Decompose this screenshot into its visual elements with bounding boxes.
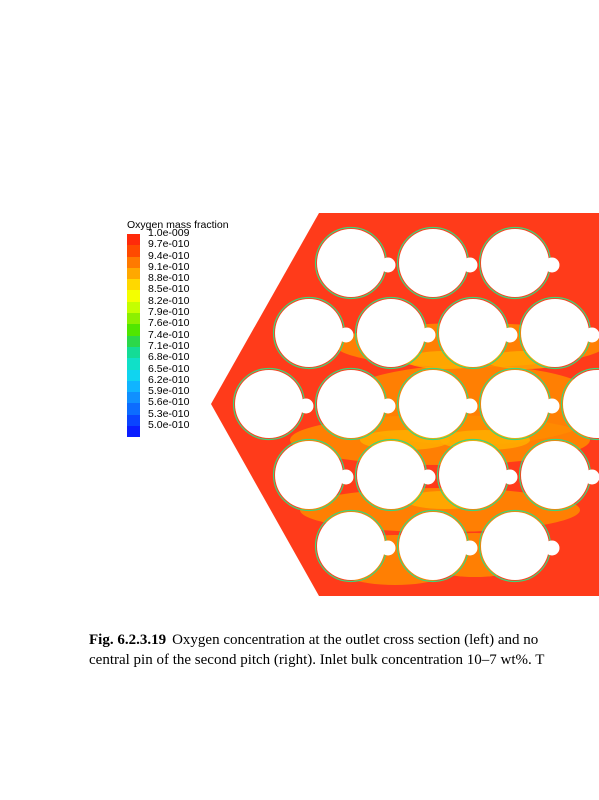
legend-swatch (127, 267, 140, 280)
legend-swatch (127, 346, 140, 359)
fuel-pin (275, 299, 343, 367)
wire-spacer (380, 257, 396, 273)
legend-label: 5.9e-010 (148, 385, 190, 398)
fuel-pin (399, 229, 467, 297)
legend-swatch (127, 369, 140, 381)
legend-labels: 1.0e-009 9.7e-010 9.4e-010 9.1e-010 8.8e-010… (148, 227, 190, 432)
fuel-pin (357, 441, 425, 509)
legend-swatch (127, 313, 140, 325)
legend-label: 7.6e-010 (148, 317, 190, 330)
wire-spacer (544, 540, 560, 556)
fuel-pin (317, 512, 385, 580)
legend-label: 5.0e-010 (148, 419, 190, 432)
fuel-pin (399, 370, 467, 438)
legend-swatch (127, 380, 140, 393)
legend-swatch (127, 426, 140, 438)
fuel-pin (439, 299, 507, 367)
fuel-pin (317, 370, 385, 438)
wire-spacer (380, 398, 396, 414)
wire-spacer (338, 327, 354, 343)
legend-label: 7.9e-010 (148, 306, 190, 319)
fuel-pin (481, 229, 549, 297)
fuel-pin (357, 299, 425, 367)
wire-spacer (298, 398, 314, 414)
figure-caption: Fig. 6.2.3.19 Oxygen concentration at the… (89, 630, 599, 670)
wire-spacer (338, 469, 354, 485)
legend-swatch (127, 335, 140, 347)
fuel-pin (317, 229, 385, 297)
fuel-pin (399, 512, 467, 580)
wire-spacer (502, 327, 518, 343)
legend-label: 6.2e-010 (148, 373, 190, 386)
wire-spacer (584, 327, 599, 343)
legend-label: 1.0e-009 (148, 227, 190, 239)
legend-swatch (127, 234, 140, 246)
fuel-pins (232, 226, 599, 583)
fuel-pin (439, 441, 507, 509)
caption-line-2: central pin of the second pitch (right).… (89, 652, 545, 668)
legend-swatch (127, 358, 140, 370)
legend-label: 7.1e-010 (148, 339, 190, 352)
wire-spacer (544, 398, 560, 414)
wire-spacer (380, 540, 396, 556)
fuel-pin (275, 441, 343, 509)
legend-label: 5.3e-010 (148, 407, 190, 420)
wire-spacer (502, 469, 518, 485)
color-legend: Oxygen mass fraction 1.0e-009 9.7e-010 9.4… (127, 219, 229, 438)
legend-body: 1.0e-009 9.7e-010 9.4e-010 9.1e-010 8.8e-010… (127, 227, 229, 438)
legend-label: 9.1e-010 (148, 260, 190, 273)
wire-spacer (420, 327, 436, 343)
wire-spacer (462, 257, 478, 273)
legend-label: 9.7e-010 (148, 238, 190, 251)
legend-swatch (127, 403, 140, 415)
fuel-pin (235, 370, 303, 438)
wire-spacer (462, 540, 478, 556)
legend-label: 6.5e-010 (148, 362, 190, 375)
legend-swatch (127, 290, 140, 302)
legend-label: 7.4e-010 (148, 328, 190, 341)
legend-title: Oxygen mass fraction (127, 219, 229, 231)
fuel-pin (481, 512, 549, 580)
legend-swatch (127, 301, 140, 314)
wire-spacer (420, 469, 436, 485)
fuel-pin (563, 370, 599, 438)
legend-swatch (127, 414, 140, 427)
legend-swatch (127, 324, 140, 336)
legend-label: 8.5e-010 (148, 283, 190, 296)
legend-swatch (127, 245, 140, 257)
legend-label: 9.4e-010 (148, 249, 190, 262)
legend-label: 5.6e-010 (148, 396, 190, 409)
legend-swatch (127, 279, 140, 291)
wire-spacer (544, 257, 560, 273)
hexagonal-assembly-section (211, 213, 599, 596)
legend-swatch (127, 256, 140, 268)
legend-color-bar (127, 234, 140, 438)
legend-label: 8.8e-010 (148, 272, 190, 285)
figure-label: Fig. 6.2.3.19 (89, 632, 167, 648)
legend-label: 6.8e-010 (148, 351, 190, 364)
legend-label: 8.2e-010 (148, 294, 190, 307)
wire-spacer (462, 398, 478, 414)
fuel-pin (521, 299, 589, 367)
fuel-pin (481, 370, 549, 438)
caption-line-1: Fig. 6.2.3.19 Oxygen concentration at the… (89, 630, 599, 650)
wire-spacer (584, 469, 599, 485)
pin-boundary-layer (560, 367, 599, 441)
legend-swatch (127, 392, 140, 404)
fuel-pin (521, 441, 589, 509)
caption-text-1: Oxygen concentration at the outlet cross… (172, 632, 539, 648)
